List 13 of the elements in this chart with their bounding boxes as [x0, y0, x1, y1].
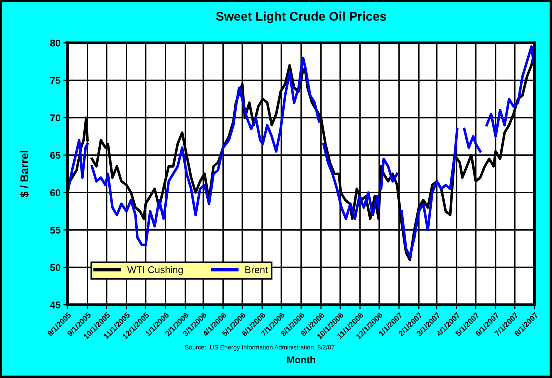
y-tick-label: 70: [50, 114, 61, 122]
y-tick-label: 45: [50, 302, 61, 309]
y-tick-label: 65: [50, 152, 61, 159]
chart-title: Sweet Light Crude Oil Prices: [216, 12, 386, 24]
y-tick-label: 60: [50, 190, 61, 196]
legend-label: WTI Cushing: [127, 266, 183, 276]
y-tick-label: 55: [50, 227, 61, 234]
y-axis-title: $ / Barrel: [20, 151, 30, 198]
x-axis-title: Month: [287, 356, 316, 364]
y-tick-label: 80: [50, 40, 61, 47]
legend-label: Brent: [246, 266, 268, 274]
y-tick-label: 50: [50, 264, 61, 272]
y-tick-label: 75: [50, 77, 61, 84]
